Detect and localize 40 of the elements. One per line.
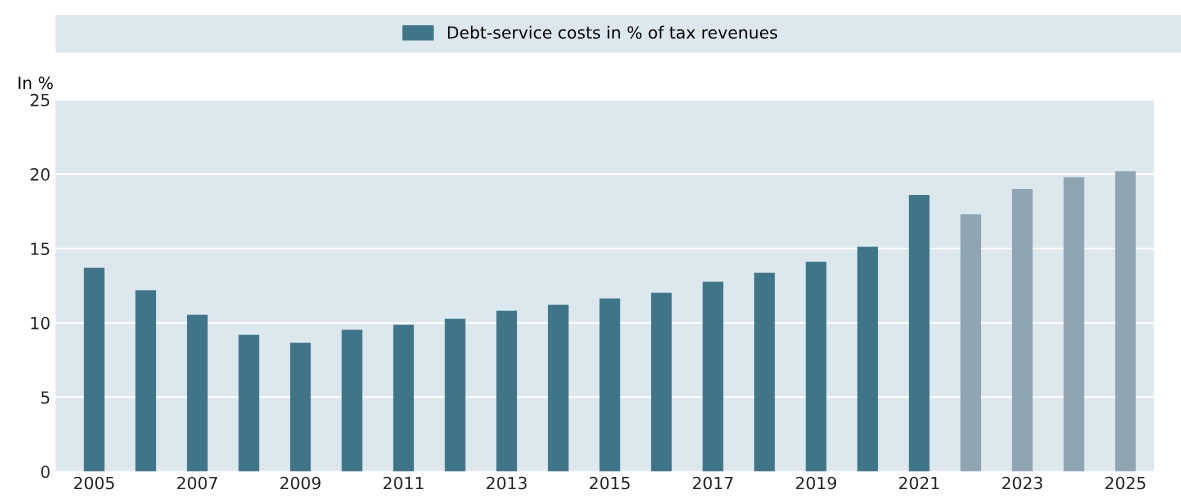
x-tick-label: 2011 [383, 476, 424, 490]
bar [857, 246, 878, 472]
bar [187, 314, 208, 472]
x-tick-label: 2009 [280, 476, 321, 490]
x-tick-label: 2025 [1105, 476, 1146, 490]
bar [1063, 177, 1085, 472]
y-tick-label: 5 [41, 391, 50, 404]
bar [599, 298, 621, 472]
x-tick-label: 2017 [692, 476, 733, 490]
x-tick-label: 2015 [589, 476, 630, 490]
y-tick-label: 0 [41, 465, 50, 479]
bar [341, 329, 363, 472]
bar [960, 214, 982, 472]
y-tick-label: 10 [31, 316, 50, 330]
bar [1115, 171, 1136, 472]
x-tick-label: 2005 [74, 476, 114, 490]
bar [290, 342, 311, 472]
x-tick-label: 2007 [177, 476, 218, 490]
bar [908, 194, 930, 472]
x-tick-label: 2019 [796, 476, 837, 490]
x-tick-label: 2021 [899, 476, 939, 490]
bar [135, 290, 157, 472]
bar [1012, 189, 1033, 472]
bar [651, 292, 672, 472]
y-tick-label: 20 [30, 168, 50, 181]
bar [805, 261, 827, 472]
y-tick-label: 25 [30, 93, 50, 107]
bar [754, 272, 775, 472]
bar [83, 267, 105, 472]
bar [547, 304, 569, 472]
bar [496, 310, 518, 472]
bar [444, 318, 466, 472]
legend-label: Debt-service costs in % of tax revenues [448, 25, 778, 39]
y-tick-label: 15 [31, 242, 50, 256]
bar [702, 281, 724, 472]
x-tick-label: 2013 [486, 476, 527, 490]
bar [238, 334, 260, 472]
x-tick-label: 2023 [1002, 476, 1043, 490]
bar [393, 324, 414, 472]
y-axis-title: In % [18, 76, 53, 90]
